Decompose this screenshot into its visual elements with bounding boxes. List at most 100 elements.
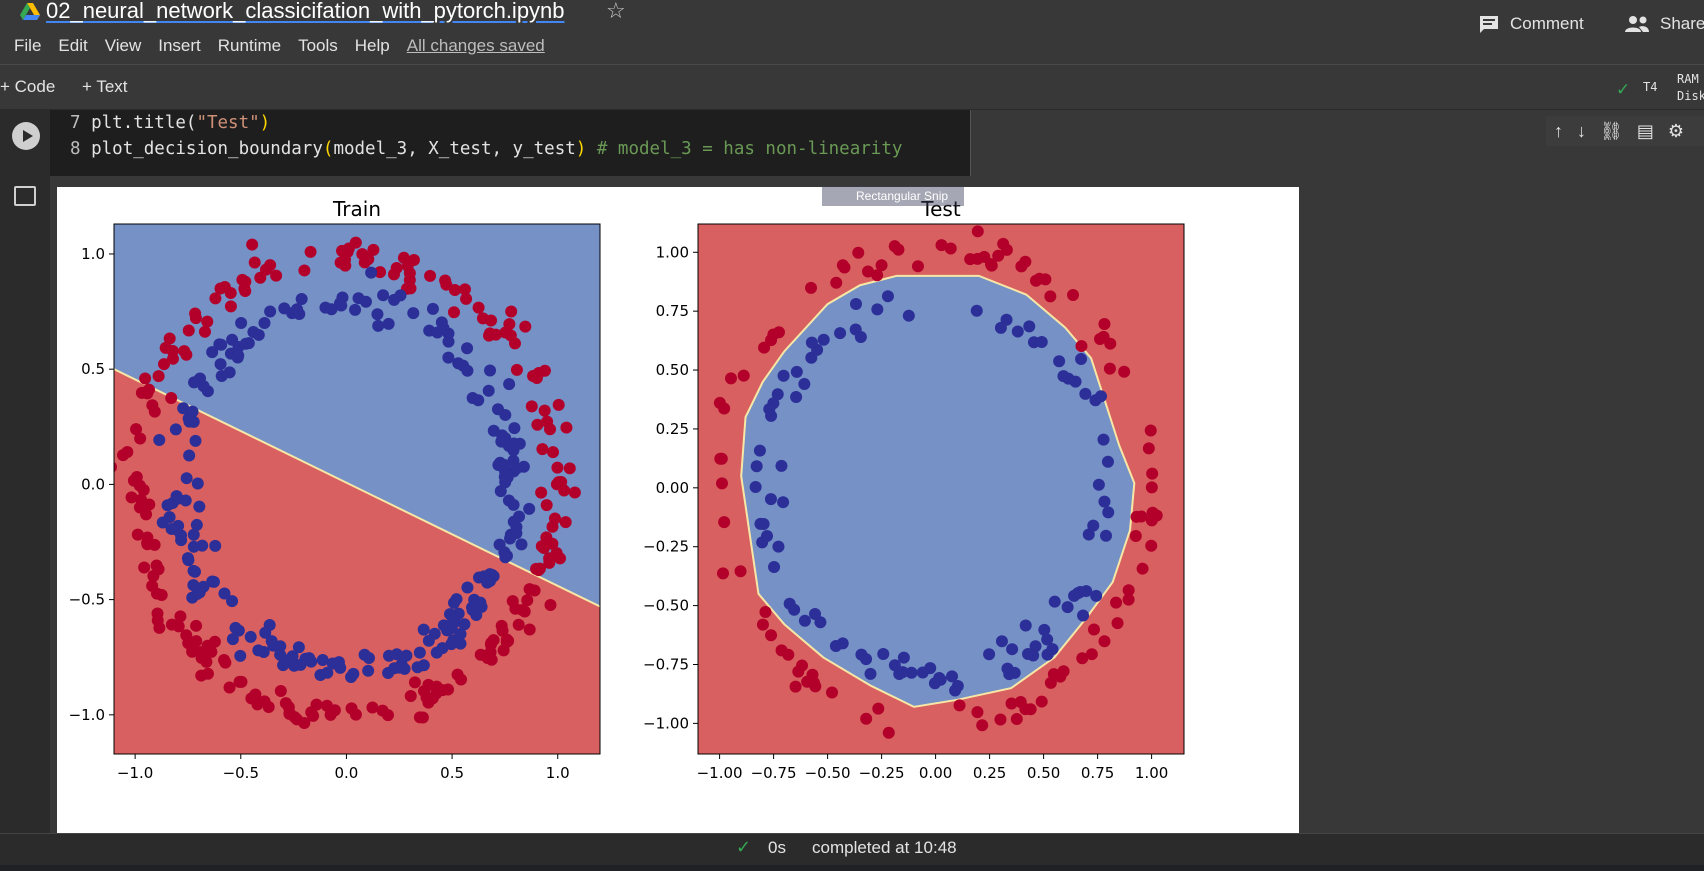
data-point-blue: [790, 365, 803, 378]
menu-runtime[interactable]: Runtime: [217, 36, 282, 55]
data-point-red: [146, 399, 159, 412]
code-editor[interactable]: [50, 110, 971, 176]
run-cell-button[interactable]: [12, 122, 40, 150]
menu-file[interactable]: File: [14, 36, 42, 55]
share-button[interactable]: Share: [1624, 14, 1704, 34]
resource-monitor[interactable]: RAM Disk: [1677, 71, 1704, 105]
data-point-red: [366, 701, 379, 714]
data-point-red: [985, 259, 998, 272]
menu-view[interactable]: View: [104, 36, 142, 55]
data-point-red: [1054, 670, 1067, 683]
data-point-blue: [214, 358, 227, 371]
data-point-red: [408, 676, 421, 689]
runtime-type[interactable]: T4: [1643, 80, 1658, 94]
data-point-blue: [508, 422, 521, 435]
data-point-red: [536, 443, 549, 456]
notebook-title[interactable]: 02_neural_network_classicifation_with_py…: [46, 0, 565, 23]
data-point-red: [1075, 340, 1088, 353]
move-down-icon[interactable]: ↓: [1577, 120, 1586, 141]
data-point-red: [298, 717, 311, 730]
data-point-red: [1087, 623, 1100, 636]
menu-edit[interactable]: Edit: [58, 36, 88, 55]
data-point-blue: [772, 540, 785, 553]
status-bar: [0, 833, 1704, 866]
data-point-red: [198, 325, 211, 338]
data-point-blue: [494, 485, 507, 498]
menu-tools[interactable]: Tools: [298, 36, 338, 55]
data-point-red: [201, 315, 214, 328]
data-point-red: [718, 402, 731, 415]
data-point-red: [138, 561, 151, 574]
data-point-red: [715, 452, 728, 465]
add-text-button[interactable]: + Text: [82, 77, 128, 96]
data-point-blue: [436, 642, 449, 655]
data-point-blue: [371, 308, 384, 321]
data-point-blue: [983, 648, 996, 661]
add-code-button[interactable]: + Code: [0, 77, 56, 96]
menu-insert[interactable]: Insert: [158, 36, 201, 55]
data-point-red: [424, 269, 437, 282]
data-point-red: [1098, 317, 1111, 330]
data-point-blue: [805, 336, 818, 349]
data-point-blue: [332, 656, 345, 669]
data-point-red: [248, 256, 261, 269]
data-point-red: [214, 282, 227, 295]
data-point-blue: [482, 384, 495, 397]
data-point-red: [381, 709, 394, 722]
data-point-blue: [454, 628, 467, 641]
save-status[interactable]: All changes saved: [406, 36, 545, 55]
data-point-blue: [515, 538, 528, 551]
gear-icon[interactable]: ⚙: [1667, 120, 1685, 141]
data-point-blue: [388, 293, 401, 306]
move-up-icon[interactable]: ↑: [1554, 120, 1563, 141]
completion-status[interactable]: completed at 10:48: [812, 838, 957, 857]
code-token: plot_decision_boundary: [91, 139, 323, 159]
ram-label: RAM: [1677, 72, 1699, 86]
data-point-red: [544, 599, 557, 612]
comment-button[interactable]: Comment: [1478, 14, 1584, 34]
menu-help[interactable]: Help: [354, 36, 390, 55]
y-tick-label: 0.00: [656, 479, 689, 497]
data-point-blue: [189, 434, 202, 447]
data-point-red: [114, 461, 118, 473]
output-actions-icon[interactable]: [14, 186, 36, 206]
data-point-red: [509, 602, 522, 615]
data-point-red: [448, 306, 461, 319]
data-point-blue: [232, 349, 245, 362]
data-point-red: [871, 269, 884, 282]
data-point-blue: [193, 500, 206, 513]
data-point-red: [121, 445, 134, 458]
data-point-blue: [493, 538, 506, 551]
data-point-blue: [292, 641, 305, 654]
data-point-red: [483, 329, 496, 342]
data-point-red: [460, 292, 473, 305]
data-point-blue: [871, 303, 884, 316]
data-point-blue: [1071, 587, 1084, 600]
data-point-red: [1024, 703, 1037, 716]
data-point-blue: [504, 532, 517, 545]
data-point-blue: [1006, 643, 1019, 656]
star-icon[interactable]: ☆: [606, 0, 626, 23]
x-tick-label: 1.0: [546, 764, 570, 782]
data-point-red: [552, 398, 565, 411]
y-tick-label: 0.25: [656, 420, 689, 438]
x-tick-label: −1.0: [117, 764, 153, 782]
data-point-red: [978, 250, 991, 263]
data-point-red: [964, 253, 977, 266]
data-point-blue: [187, 540, 200, 553]
data-point-blue: [207, 575, 220, 588]
comment-icon[interactable]: ▤: [1636, 120, 1654, 141]
y-tick-label: 0.50: [656, 361, 689, 379]
link-icon[interactable]: ⛓: [1600, 120, 1623, 141]
data-point-blue: [347, 667, 360, 680]
data-point-red: [485, 637, 498, 650]
code-token: model_3, X_test, y_test: [333, 139, 576, 159]
data-point-blue: [775, 459, 788, 472]
data-point-red: [953, 699, 966, 712]
data-point-blue: [388, 662, 401, 675]
code-line: 8 plot_decision_boundary(model_3, X_test…: [70, 139, 902, 159]
x-tick-label: 1.00: [1135, 764, 1168, 782]
data-point-red: [413, 711, 426, 724]
data-point-blue: [153, 433, 166, 446]
data-point-red: [158, 358, 171, 371]
